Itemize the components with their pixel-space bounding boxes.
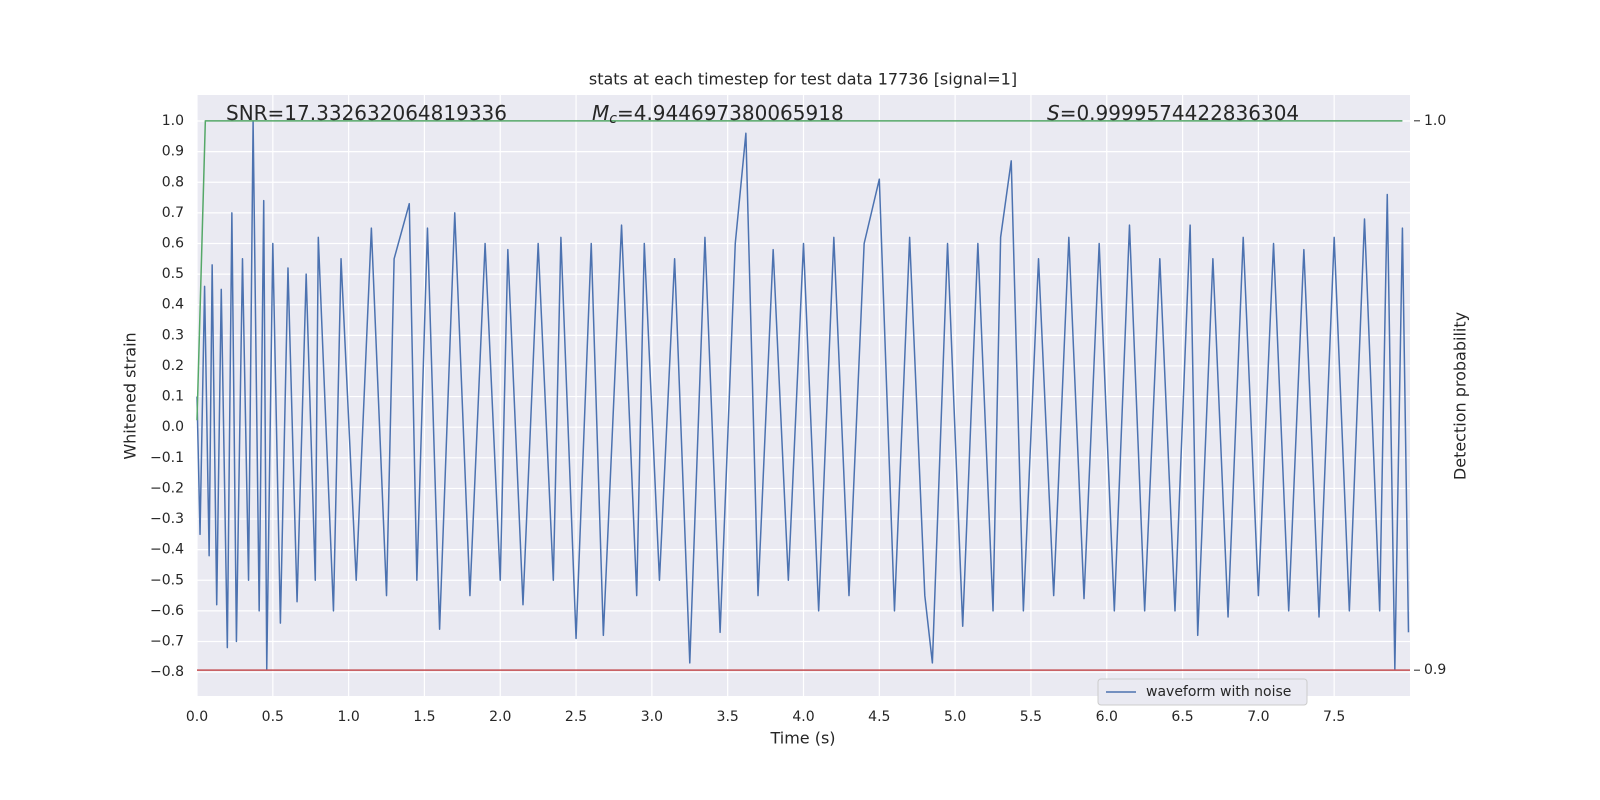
series-line	[196, 120, 1410, 670]
annotation-text: =0.9999574422836304	[1060, 101, 1299, 125]
x-tick-label: 2.0	[489, 709, 511, 725]
y-tick-label: 0.7	[162, 205, 184, 221]
x-tick-label: 5.0	[944, 709, 966, 725]
x-tick-label: 6.5	[1171, 709, 1193, 725]
y-tick-label: 0.8	[162, 174, 184, 190]
annotation: S=0.9999574422836304	[1047, 101, 1299, 125]
y-tick-label: −0.6	[150, 603, 184, 619]
annotation: Mc=4.944697380065918	[592, 101, 844, 128]
annotation: SNR=17.332632064819336	[226, 101, 507, 125]
x-tick-label: 0.0	[186, 709, 208, 725]
x-tick-label: 7.5	[1323, 709, 1345, 725]
y-tick-label: 0.6	[162, 235, 184, 251]
legend-label: waveform with noise	[1146, 684, 1291, 700]
y-tick-label: 0.2	[162, 358, 184, 374]
y-tick-label: −0.1	[150, 450, 184, 466]
annotation-symbol: S	[1047, 101, 1060, 125]
x-tick-label: 4.0	[792, 709, 814, 725]
x-tick-label: 1.0	[337, 709, 359, 725]
x-tick-label: 5.5	[1020, 709, 1042, 725]
y2-tick-label: 0.9	[1424, 662, 1446, 678]
y-tick-label: −0.8	[150, 664, 184, 680]
chart-title: stats at each timestep for test data 177…	[589, 70, 1017, 89]
x-tick-label: 2.5	[565, 709, 587, 725]
x-tick-label: 3.5	[717, 709, 739, 725]
x-tick-label: 1.5	[413, 709, 435, 725]
y-tick-label: 0.3	[162, 327, 184, 343]
annotation-text: =4.944697380065918	[617, 101, 844, 125]
y-tick-label: 0.1	[162, 389, 184, 405]
y-tick-label: 0.9	[162, 144, 184, 160]
y2-axis-label: Detection probability	[1451, 312, 1470, 480]
y-tick-label: −0.4	[150, 542, 184, 558]
legend-box	[1097, 678, 1308, 706]
y-tick-label: −0.2	[150, 480, 184, 496]
x-tick-label: 3.0	[641, 709, 663, 725]
series-line	[196, 120, 1403, 421]
y-tick-label: −0.5	[150, 572, 184, 588]
x-tick-label: 0.5	[262, 709, 284, 725]
y-tick-label: 0.5	[162, 266, 184, 282]
x-tick-label: 4.5	[868, 709, 890, 725]
x-tick-label: 7.0	[1247, 709, 1269, 725]
x-tick-label: 6.0	[1096, 709, 1118, 725]
y-tick-label: 0.4	[162, 297, 184, 313]
y-tick-label: 1.0	[162, 113, 184, 129]
x-axis-label: Time (s)	[769, 729, 835, 748]
y-axis-label: Whitened strain	[121, 332, 140, 459]
y-tick-label: −0.3	[150, 511, 184, 527]
y-tick-label: −0.7	[150, 634, 184, 650]
annotation-subscript: c	[609, 111, 617, 127]
y-tick-label: 0.0	[162, 419, 184, 435]
annotation-text: SNR=17.332632064819336	[226, 101, 507, 125]
y2-tick-label: 1.0	[1424, 113, 1446, 129]
annotation-symbol: M	[592, 101, 609, 125]
